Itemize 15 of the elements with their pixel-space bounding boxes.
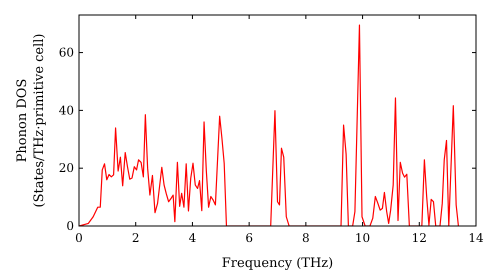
x-tick-label: 2 [132, 231, 140, 245]
y-tick-label: 60 [58, 46, 74, 60]
y-tick-label: 40 [58, 103, 74, 118]
x-tick-label: 12 [412, 231, 427, 245]
x-tick-label: 0 [75, 231, 83, 245]
y-tick-label: 20 [58, 161, 74, 176]
x-tick-label: 10 [354, 231, 370, 245]
x-tick-label: 8 [302, 231, 310, 245]
line-series [79, 24, 460, 226]
x-tick-label: 4 [188, 231, 197, 245]
x-axis-title: Frequency (THz) [222, 256, 334, 271]
x-tick-label: 6 [245, 231, 253, 245]
y-tick-label: 0 [66, 219, 74, 233]
x-tick-label: 14 [468, 231, 484, 245]
y-axis-title: Phonon DOS (States/THz·primitive cell) [15, 33, 47, 208]
